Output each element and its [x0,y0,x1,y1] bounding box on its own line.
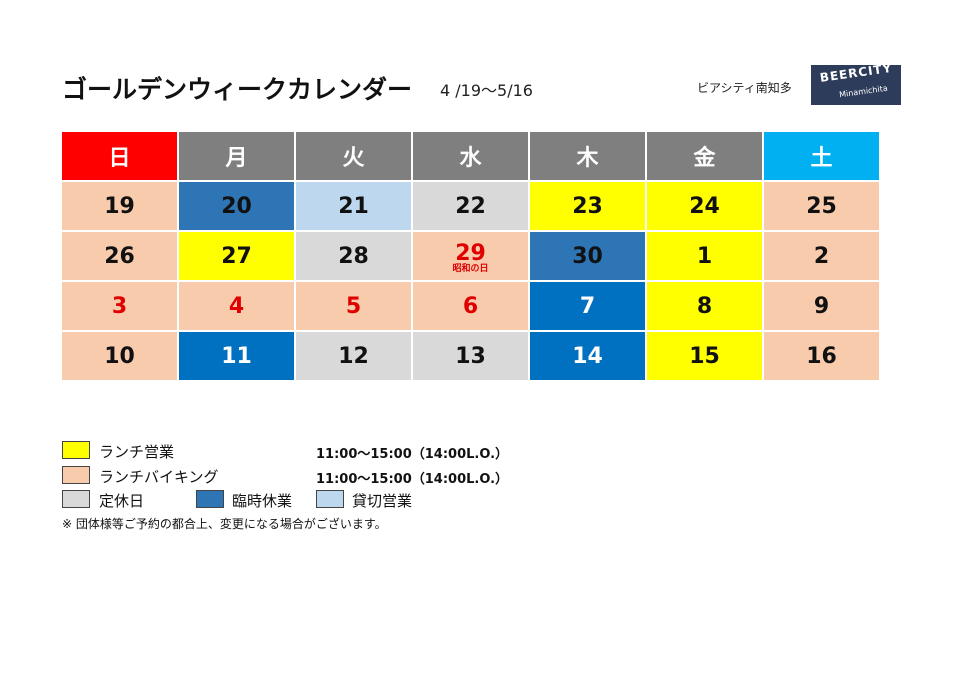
day-cell: 6 [411,280,530,332]
legend-swatch-closed [62,490,90,508]
weekday-thursday: 木 [528,130,647,182]
day-cell-holiday: 29 昭和の日 [411,230,530,282]
day-cell: 2 [762,230,881,282]
legend-label-lunch: ランチ営業 [99,443,175,461]
day-cell: 3 [60,280,179,332]
weekday-sunday: 日 [60,130,179,182]
week-row: 19 20 21 22 23 24 25 [60,180,881,232]
holiday-label: 昭和の日 [452,263,489,274]
legend-time-buffet: 11:00～15:00（14:00L.O.） [316,472,509,487]
beercity-logo: BEERCITY Minamichita [811,65,901,105]
legend-label-temp-closed: 臨時休業 [232,492,293,510]
day-cell: 7 [528,280,647,332]
day-cell: 30 [528,230,647,282]
day-cell: 21 [294,180,413,232]
day-cell: 19 [60,180,179,232]
week-row: 10 11 12 13 14 15 16 [60,330,881,382]
day-cell: 15 [645,330,764,382]
day-cell: 26 [60,230,179,282]
day-cell: 23 [528,180,647,232]
day-cell: 22 [411,180,530,232]
footnote: ※ 団体様等ご予約の都合上、変更になる場合がございます。 [62,517,387,531]
day-cell: 10 [60,330,179,382]
legend-swatch-temp-closed [196,490,224,508]
legend-label-private: 貸切営業 [352,492,413,510]
weekday-tuesday: 火 [294,130,413,182]
day-cell: 24 [645,180,764,232]
day-cell: 1 [645,230,764,282]
day-cell: 5 [294,280,413,332]
weekday-saturday: 土 [762,130,881,182]
day-cell: 25 [762,180,881,232]
week-row: 26 27 28 29 昭和の日 30 1 2 [60,230,881,282]
day-cell: 13 [411,330,530,382]
page-title: ゴールデンウィークカレンダー [62,75,413,104]
day-cell: 20 [177,180,296,232]
legend-swatch-lunch [62,441,90,459]
day-cell: 27 [177,230,296,282]
day-cell: 9 [762,280,881,332]
day-cell: 4 [177,280,296,332]
day-cell: 11 [177,330,296,382]
weekday-friday: 金 [645,130,764,182]
day-cell: 28 [294,230,413,282]
weekday-header-row: 日 月 火 水 木 金 土 [60,130,881,182]
week-row: 3 4 5 6 7 8 9 [60,280,881,332]
calendar-table: 日 月 火 水 木 金 土 19 20 21 22 23 24 25 26 27… [60,130,881,382]
logo-text: BEERCITY [819,65,894,85]
store-name: ビアシティ南知多 [697,81,792,95]
day-number: 29 [455,240,486,266]
day-cell: 16 [762,330,881,382]
legend-label-closed: 定休日 [99,492,145,510]
date-range: 4 /19～5/16 [440,81,533,100]
legend-label-buffet: ランチバイキング [99,468,219,486]
weekday-wednesday: 水 [411,130,530,182]
logo-subtext: Minamichita [838,83,889,100]
legend-swatch-buffet [62,466,90,484]
weekday-monday: 月 [177,130,296,182]
day-cell: 14 [528,330,647,382]
day-cell: 12 [294,330,413,382]
legend-swatch-private [316,490,344,508]
day-cell: 8 [645,280,764,332]
legend-time-lunch: 11:00～15:00（14:00L.O.） [316,447,509,462]
